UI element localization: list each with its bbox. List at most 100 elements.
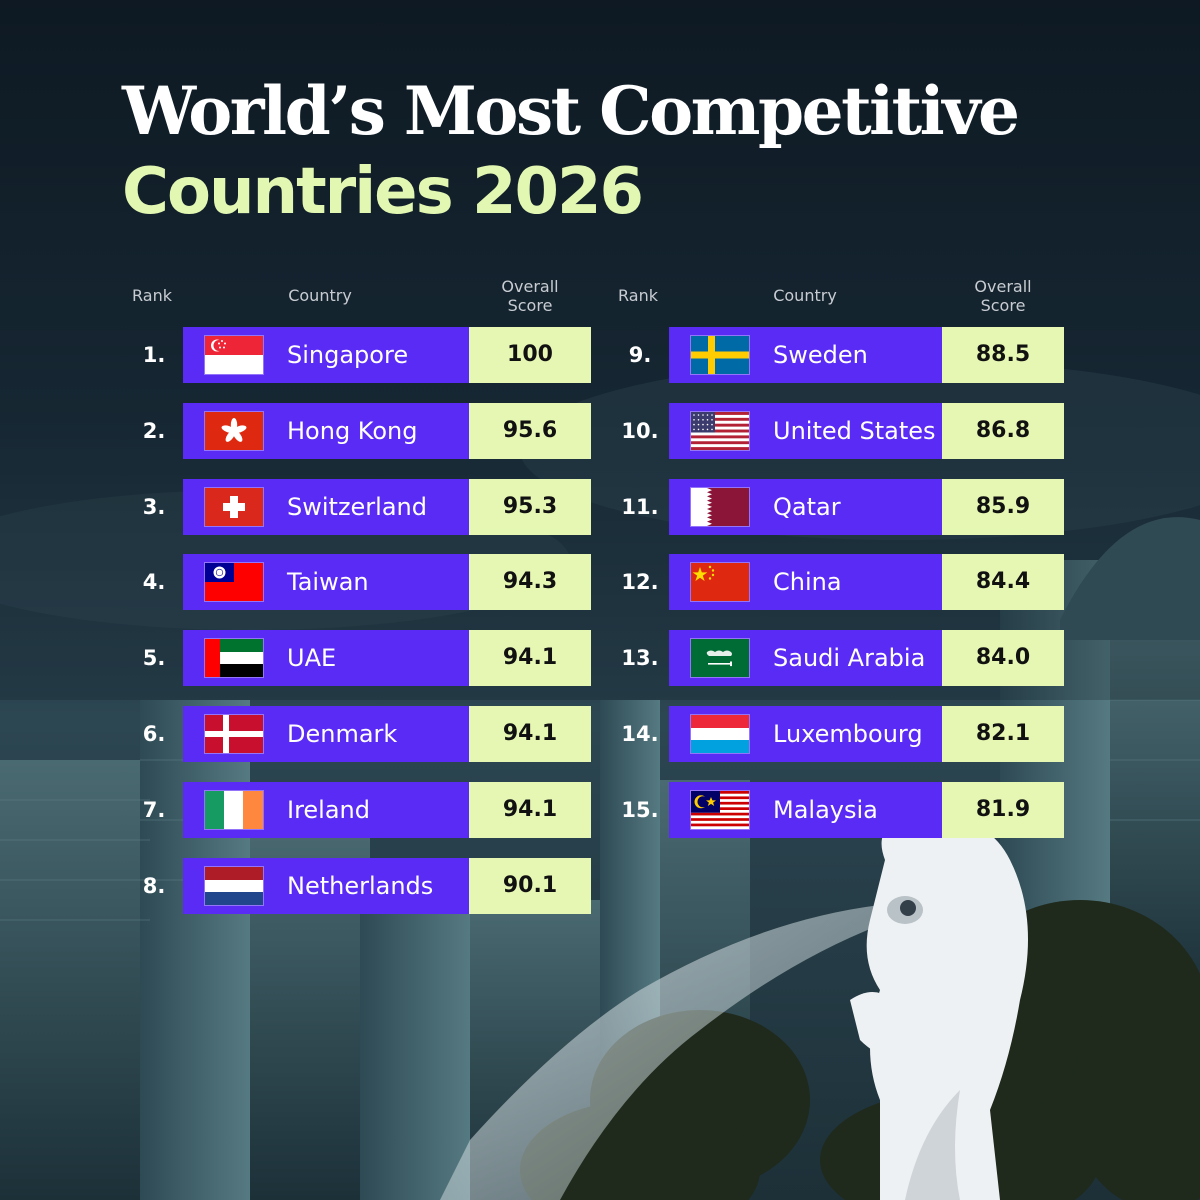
table-row: 14. Luxembourg 82.1 xyxy=(621,706,1064,762)
overall-score: 94.1 xyxy=(469,630,591,687)
country-name: Ireland xyxy=(287,795,371,824)
country-bar: Malaysia xyxy=(669,781,942,838)
country-bar: Denmark xyxy=(183,706,469,762)
rank-number: 13. xyxy=(621,646,659,671)
rank-number: 10. xyxy=(621,418,659,443)
table-row: 1. Singapore 100 xyxy=(143,327,591,383)
rank-number: 12. xyxy=(621,570,659,595)
country-name: Singapore xyxy=(287,341,409,369)
singapore-flag-icon xyxy=(205,336,263,374)
taiwan-flag-icon xyxy=(205,563,263,602)
netherlands-flag-icon xyxy=(205,866,263,905)
country-bar: Taiwan xyxy=(183,554,469,611)
country-name: UAE xyxy=(287,644,337,673)
table-row: 5. UAE 94.1 xyxy=(143,630,591,687)
country-bar: Switzerland xyxy=(183,478,469,535)
overall-score: 82.1 xyxy=(942,706,1064,762)
country-bar: Singapore xyxy=(183,327,469,383)
country-bar: Saudi Arabia xyxy=(669,630,942,687)
overall-score: 95.6 xyxy=(469,402,591,459)
header-rank-left: Rank xyxy=(132,286,172,305)
rank-number: 6. xyxy=(142,722,166,746)
country-name: Malaysia xyxy=(773,795,878,824)
saudi-arabia-flag-icon xyxy=(691,639,749,678)
overall-score: 88.5 xyxy=(942,327,1064,383)
country-name: Switzerland xyxy=(287,492,427,521)
overall-score: 85.9 xyxy=(942,478,1064,535)
sweden-flag-icon xyxy=(691,336,749,374)
overall-score: 90.1 xyxy=(469,857,591,914)
country-name: Hong Kong xyxy=(287,416,418,445)
header-score-line2: Score xyxy=(507,296,553,315)
rank-number: 11. xyxy=(621,494,659,519)
rank-number: 7. xyxy=(142,797,166,822)
country-name: Sweden xyxy=(773,341,868,369)
overall-score: 84.0 xyxy=(942,630,1064,687)
header-country-right: Country xyxy=(773,286,837,305)
luxembourg-flag-icon xyxy=(691,715,749,753)
hong-kong-flag-icon xyxy=(205,411,263,450)
country-name: Taiwan xyxy=(287,568,369,597)
country-bar: UAE xyxy=(183,630,469,687)
rank-number: 4. xyxy=(142,570,166,595)
overall-score: 95.3 xyxy=(469,478,591,535)
table-row: 8. Netherlands 90.1 xyxy=(143,857,591,914)
country-name: United States xyxy=(773,416,936,445)
table-row: 7. Ireland 94.1 xyxy=(143,781,591,838)
country-name: Netherlands xyxy=(287,871,434,900)
rank-number: 2. xyxy=(142,418,166,443)
table-row: 15. Malaysia 81.9 xyxy=(621,781,1064,838)
rank-number: 5. xyxy=(142,646,166,671)
country-name: Qatar xyxy=(773,492,841,521)
header-score-line2: Score xyxy=(980,296,1026,315)
table-row: 9. Sweden 88.5 xyxy=(629,327,1064,383)
table-row: 13. Saudi Arabia 84.0 xyxy=(621,630,1064,687)
header-score-line1: Overall xyxy=(501,277,559,296)
header-score-left: Overall Score xyxy=(470,277,590,315)
table-row: 10. United States 86.8 xyxy=(621,402,1064,459)
page-title: World’s Most Competitive xyxy=(122,72,1020,150)
united-states-flag-icon xyxy=(691,411,749,450)
page-subtitle: Countries 2026 xyxy=(122,155,644,229)
rank-number: 15. xyxy=(621,797,659,822)
table-row: 4. Taiwan 94.3 xyxy=(143,554,591,611)
rank-number: 8. xyxy=(142,873,166,898)
country-bar: China xyxy=(669,554,942,611)
switzerland-flag-icon xyxy=(205,487,263,526)
country-name: China xyxy=(773,568,842,597)
header-score-right: Overall Score xyxy=(943,277,1063,315)
qatar-flag-icon xyxy=(691,487,749,526)
country-bar: Qatar xyxy=(669,478,942,535)
overall-score: 100 xyxy=(469,327,591,383)
overall-score: 86.8 xyxy=(942,402,1064,459)
table-row: 11. Qatar 85.9 xyxy=(621,478,1064,535)
denmark-flag-icon xyxy=(205,715,263,753)
country-name: Denmark xyxy=(287,720,398,748)
rank-number: 14. xyxy=(621,722,659,746)
country-bar: United States xyxy=(669,402,942,459)
overall-score: 81.9 xyxy=(942,781,1064,838)
overall-score: 94.3 xyxy=(469,554,591,611)
ireland-flag-icon xyxy=(205,790,263,829)
uae-flag-icon xyxy=(205,639,263,678)
table-row: 12. China 84.4 xyxy=(621,554,1064,611)
country-bar: Luxembourg xyxy=(669,706,942,762)
rank-number: 3. xyxy=(142,494,166,519)
rank-number: 9. xyxy=(628,343,652,367)
overall-score: 94.1 xyxy=(469,781,591,838)
country-bar: Ireland xyxy=(183,781,469,838)
country-bar: Netherlands xyxy=(183,857,469,914)
table-row: 2. Hong Kong 95.6 xyxy=(143,402,591,459)
country-name: Saudi Arabia xyxy=(773,644,926,673)
header-rank-right: Rank xyxy=(618,286,658,305)
table-row: 3. Switzerland 95.3 xyxy=(143,478,591,535)
country-bar: Hong Kong xyxy=(183,402,469,459)
country-name: Luxembourg xyxy=(773,720,923,748)
header-score-line1: Overall xyxy=(974,277,1032,296)
malaysia-flag-icon xyxy=(691,790,749,829)
header-country-left: Country xyxy=(288,286,352,305)
country-bar: Sweden xyxy=(669,327,942,383)
overall-score: 84.4 xyxy=(942,554,1064,611)
overall-score: 94.1 xyxy=(469,706,591,762)
china-flag-icon xyxy=(691,563,749,602)
